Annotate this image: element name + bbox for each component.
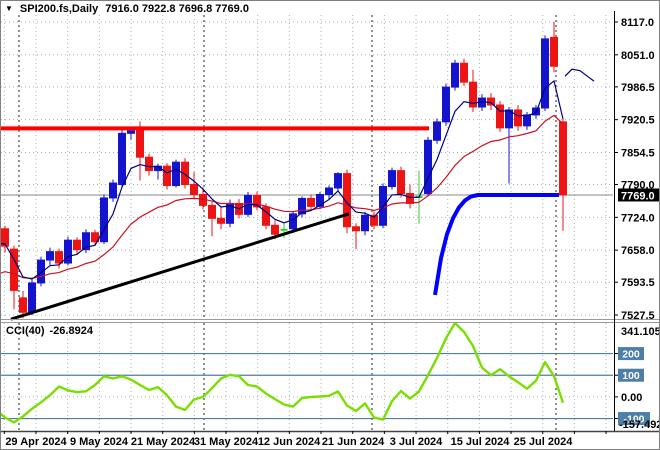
svg-text:21 May 2024: 21 May 2024 (131, 436, 196, 448)
svg-text:7920.5: 7920.5 (621, 115, 655, 127)
svg-text:200: 200 (622, 349, 640, 361)
svg-text:0.00: 0.00 (621, 392, 642, 404)
cci-line (1, 321, 565, 424)
cci-level-badge (618, 412, 650, 426)
svg-text:-100: -100 (623, 414, 644, 426)
cci-level-badge (618, 347, 644, 361)
pane-borders (1, 11, 659, 433)
svg-text:7724.0: 7724.0 (621, 212, 655, 224)
chart-symbol-period: SPI200.fs,Daily (19, 2, 99, 15)
svg-text:341.1052: 341.1052 (621, 326, 659, 338)
trendline-object[interactable] (10, 212, 350, 321)
svg-text:7854.5: 7854.5 (621, 147, 655, 159)
symbol-dropdown-icon[interactable]: ▼ (5, 3, 13, 13)
ma-hook-line (564, 68, 595, 82)
cci-axis[interactable]: 341.1052 200 100 -100 0.00 -157.492 (614, 326, 659, 431)
svg-text:7527.5: 7527.5 (621, 310, 655, 322)
svg-text:7658.0: 7658.0 (621, 245, 655, 257)
svg-text:29 Apr 2024: 29 Apr 2024 (5, 436, 67, 448)
chart-title-bar: ▼ SPI200.fs,Daily 7916.0 7922.8 7696.8 7… (5, 2, 249, 15)
svg-text:3 Jul 2024: 3 Jul 2024 (390, 436, 443, 448)
svg-text:15 Jul 2024: 15 Jul 2024 (451, 436, 511, 448)
svg-text:25 Jul 2024: 25 Jul 2024 (514, 436, 574, 448)
support-line-object[interactable] (433, 193, 559, 296)
current-price-badge (618, 188, 659, 202)
svg-text:7593.5: 7593.5 (621, 277, 655, 289)
grid (1, 15, 613, 431)
svg-text:8117.0: 8117.0 (621, 17, 654, 29)
svg-text:9 May 2024: 9 May 2024 (70, 436, 129, 448)
svg-text:31 May 2024: 31 May 2024 (194, 436, 259, 448)
indicator-value: -26.8924 (49, 325, 93, 337)
cci-level-badge (618, 368, 644, 382)
svg-text:21 Jun 2024: 21 Jun 2024 (322, 436, 385, 448)
svg-text:8051.0: 8051.0 (621, 50, 655, 62)
svg-text:7769.0: 7769.0 (621, 190, 655, 202)
svg-text:100: 100 (622, 370, 640, 382)
svg-text:12 Jun 2024: 12 Jun 2024 (258, 436, 321, 448)
ma-slow-line (1, 114, 564, 279)
svg-text:-157.492: -157.492 (619, 419, 659, 431)
svg-text:7986.5: 7986.5 (621, 82, 655, 94)
indicator-name: CCI(40) (6, 325, 45, 337)
cci-level-lines (1, 352, 613, 420)
ma-fast-line (1, 79, 564, 280)
chart-ohlc-values: 7916.0 7922.8 7696.8 7769.0 (105, 2, 249, 15)
indicator-caption: CCI(40) -26.8924 (6, 325, 93, 337)
price-axis[interactable]: 8117.08051.07986.57920.57854.57790.07724… (614, 17, 659, 322)
candles (1, 22, 567, 319)
